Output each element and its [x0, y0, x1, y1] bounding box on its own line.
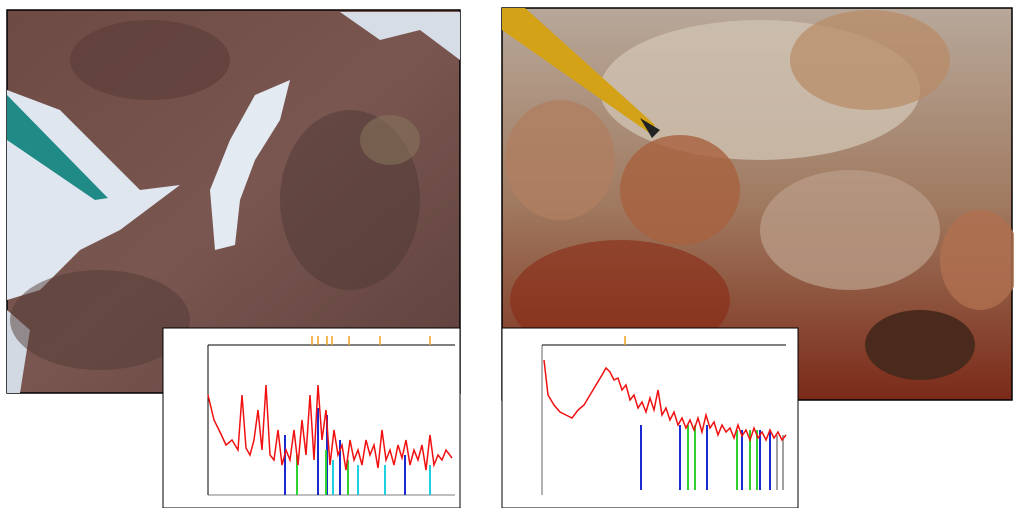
figure: [0, 0, 1014, 508]
right-inset: [502, 328, 798, 508]
left-inset: [163, 328, 460, 508]
page: {}: [0, 0, 1014, 508]
